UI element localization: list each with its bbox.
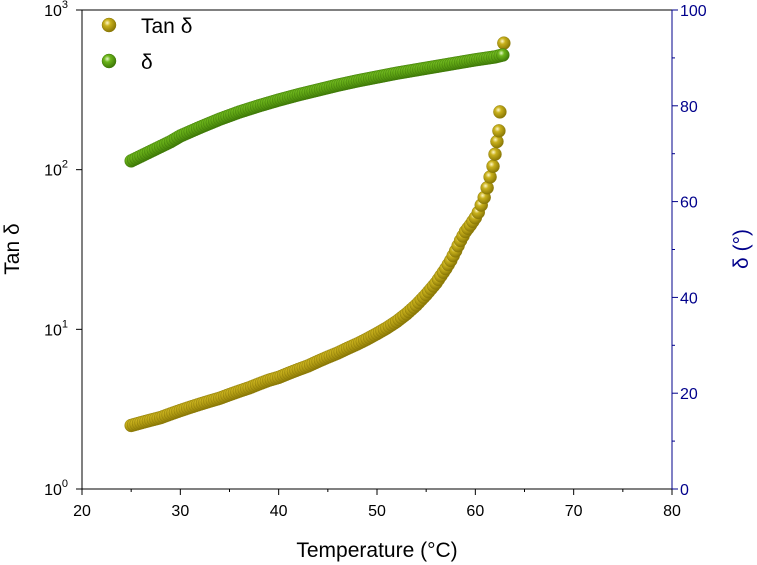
x-tick-label-5: 70 [565,503,583,520]
x-tick-label-4: 60 [466,503,484,520]
y-axis-right-title: δ (°) [730,229,753,269]
y-right-tick-label-2: 40 [680,290,698,307]
y-right-tick-label-4: 80 [680,99,698,116]
y-left-tick-label-3: 103 [44,0,68,20]
y-left-tick-exp-2: 2 [62,159,68,171]
marks-tan-point-147 [488,147,502,161]
legend: Tan δ δ [101,15,192,74]
marks-tan-point-150 [493,105,507,119]
y-left-tick-exp-0: 0 [62,478,68,490]
x-tick-label-3: 50 [368,503,386,520]
x-axis-title: Temperature (°C) [296,539,457,562]
x-tick-label-1: 30 [171,503,189,520]
marks-tan-point-151 [497,36,511,50]
marks-tan-point-149 [492,124,506,138]
y-left-tick-label-0: 100 [44,478,68,499]
y-right-tick-label-3: 60 [680,195,698,212]
y-right-tick-label-0: 0 [680,482,689,499]
legend-marker-tan-delta [101,17,117,33]
y-right-tick-label-5: 100 [680,3,707,20]
y-left-tick-label-1: 101 [44,318,68,339]
y-left-tick-base-1: 10 [44,322,62,339]
marks-tan-point-146 [486,159,500,173]
y-left-tick-exp-3: 3 [62,0,68,11]
series-delta [124,48,510,168]
marks-delta-point-151 [496,48,510,62]
y-left-tick-base-0: 10 [44,482,62,499]
legend-label-tan-delta: Tan δ [141,15,192,38]
y-left-tick-exp-1: 1 [62,318,68,330]
x-tick-label-0: 20 [73,503,91,520]
y-axis-left-title: Tan δ [1,223,24,274]
y-left-tick-base-2: 10 [44,163,62,180]
y-left-tick-label-2: 102 [44,159,68,180]
x-tick-label-6: 80 [663,503,681,520]
legend-label-delta: δ [141,51,153,74]
x-tick-label-2: 40 [270,503,288,520]
legend-marker-delta [101,53,117,69]
series-tan-delta [124,36,511,433]
y-right-tick-label-1: 20 [680,386,698,403]
y-left-tick-base-3: 10 [44,3,62,20]
